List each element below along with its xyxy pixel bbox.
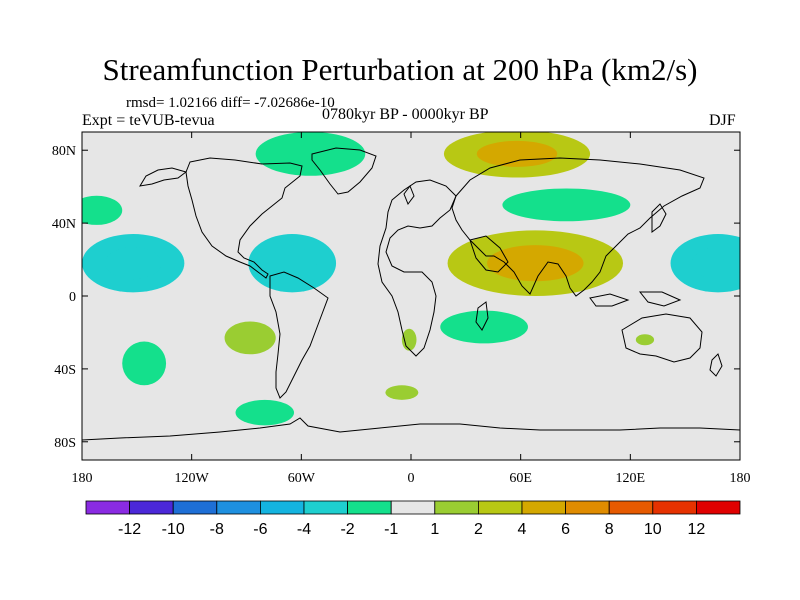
anomaly-core-pacific-low-west: [105, 247, 162, 280]
anomaly-core-atlantic-low: [268, 247, 317, 280]
colorbar-label: -10: [162, 521, 185, 538]
lon-tick-label: 0: [408, 471, 415, 486]
colorbar-swatch: [521, 500, 566, 515]
map-background: [82, 132, 740, 460]
lat-tick-label: 80N: [52, 144, 76, 159]
colorbar-swatch: [652, 500, 697, 515]
colorbar-swatch: [477, 500, 523, 515]
lon-tick-label: 60W: [288, 471, 316, 486]
lat-tick-label: 0: [69, 290, 76, 305]
anomaly-east-asia-low: [502, 188, 631, 222]
colorbar-swatch: [129, 500, 174, 515]
anomaly-australia-high: [635, 334, 655, 346]
anomaly-north-atlantic-low: [255, 132, 366, 176]
colorbar-swatch: [390, 500, 436, 515]
colorbar-label: -12: [118, 521, 141, 538]
experiment-label: Expt = teVUB-tevua: [82, 112, 215, 129]
colorbar-label: 10: [644, 521, 662, 538]
colorbar-label: 2: [474, 521, 483, 538]
colorbar-swatch: [85, 500, 130, 515]
colorbar-label: 1: [430, 521, 439, 538]
colorbar-swatch: [696, 500, 741, 515]
anomaly-indian-ocean-low: [440, 310, 528, 344]
coastlines: [82, 147, 740, 441]
lon-tick-label: 180: [72, 471, 93, 486]
anomaly-southern-ocean-low: [235, 399, 295, 426]
season-label: DJF: [709, 112, 736, 129]
colorbar-label: 4: [518, 521, 527, 538]
stats-label: rmsd= 1.02166 diff= -7.02686e-10: [126, 95, 335, 111]
colorbar-label: -2: [340, 521, 354, 538]
anomaly-north-pacific-low: [82, 195, 123, 225]
colorbar-label: -1: [384, 521, 398, 538]
lon-tick-label: 180: [730, 471, 751, 486]
anomaly-south-america-high: [224, 321, 276, 355]
chart-title: Streamfunction Perturbation at 200 hPa (…: [102, 52, 698, 87]
anomaly-core-pacific-low-east: [691, 247, 740, 280]
lon-tick-label: 60E: [509, 471, 532, 486]
colorbar-swatch: [565, 500, 610, 515]
lat-tick-label: 40S: [54, 363, 76, 378]
anomaly-south-pacific-low: [122, 341, 167, 386]
colorbar-swatch: [434, 500, 479, 515]
lat-tick-label: 80S: [54, 436, 76, 451]
anomaly-core-siberian-high: [476, 140, 558, 167]
anomaly-fields: [82, 132, 740, 426]
colorbar-label: -4: [297, 521, 311, 538]
lat-tick-label: 40N: [52, 217, 76, 232]
anomaly-core-south-asia-high: [487, 245, 584, 282]
colorbar: -12 -10 -8 -6 -4 -2 -1 1 2 4 6 8 10 12: [85, 500, 741, 538]
colorbar-swatch: [303, 500, 348, 515]
colorbar-swatch: [172, 500, 218, 515]
colorbar-label: -8: [210, 521, 224, 538]
lon-tick-label: 120W: [175, 471, 210, 486]
period-label: 0780kyr BP - 0000kyr BP: [322, 106, 489, 123]
lon-tick-label: 120E: [616, 471, 646, 486]
colorbar-swatch: [259, 500, 305, 515]
colorbar-swatch: [216, 500, 261, 515]
colorbar-label: 8: [605, 521, 614, 538]
anomaly-southern-ocean-high: [385, 385, 419, 400]
colorbar-label: 12: [688, 521, 706, 538]
colorbar-swatch: [347, 500, 392, 515]
colorbar-label: -6: [253, 521, 267, 538]
axis-ticks: 180 120W 60W 0 60E 120E 180 80N 40N 0 40S 80S: [52, 132, 751, 486]
colorbar-label: 6: [561, 521, 570, 538]
colorbar-swatch: [608, 500, 654, 515]
